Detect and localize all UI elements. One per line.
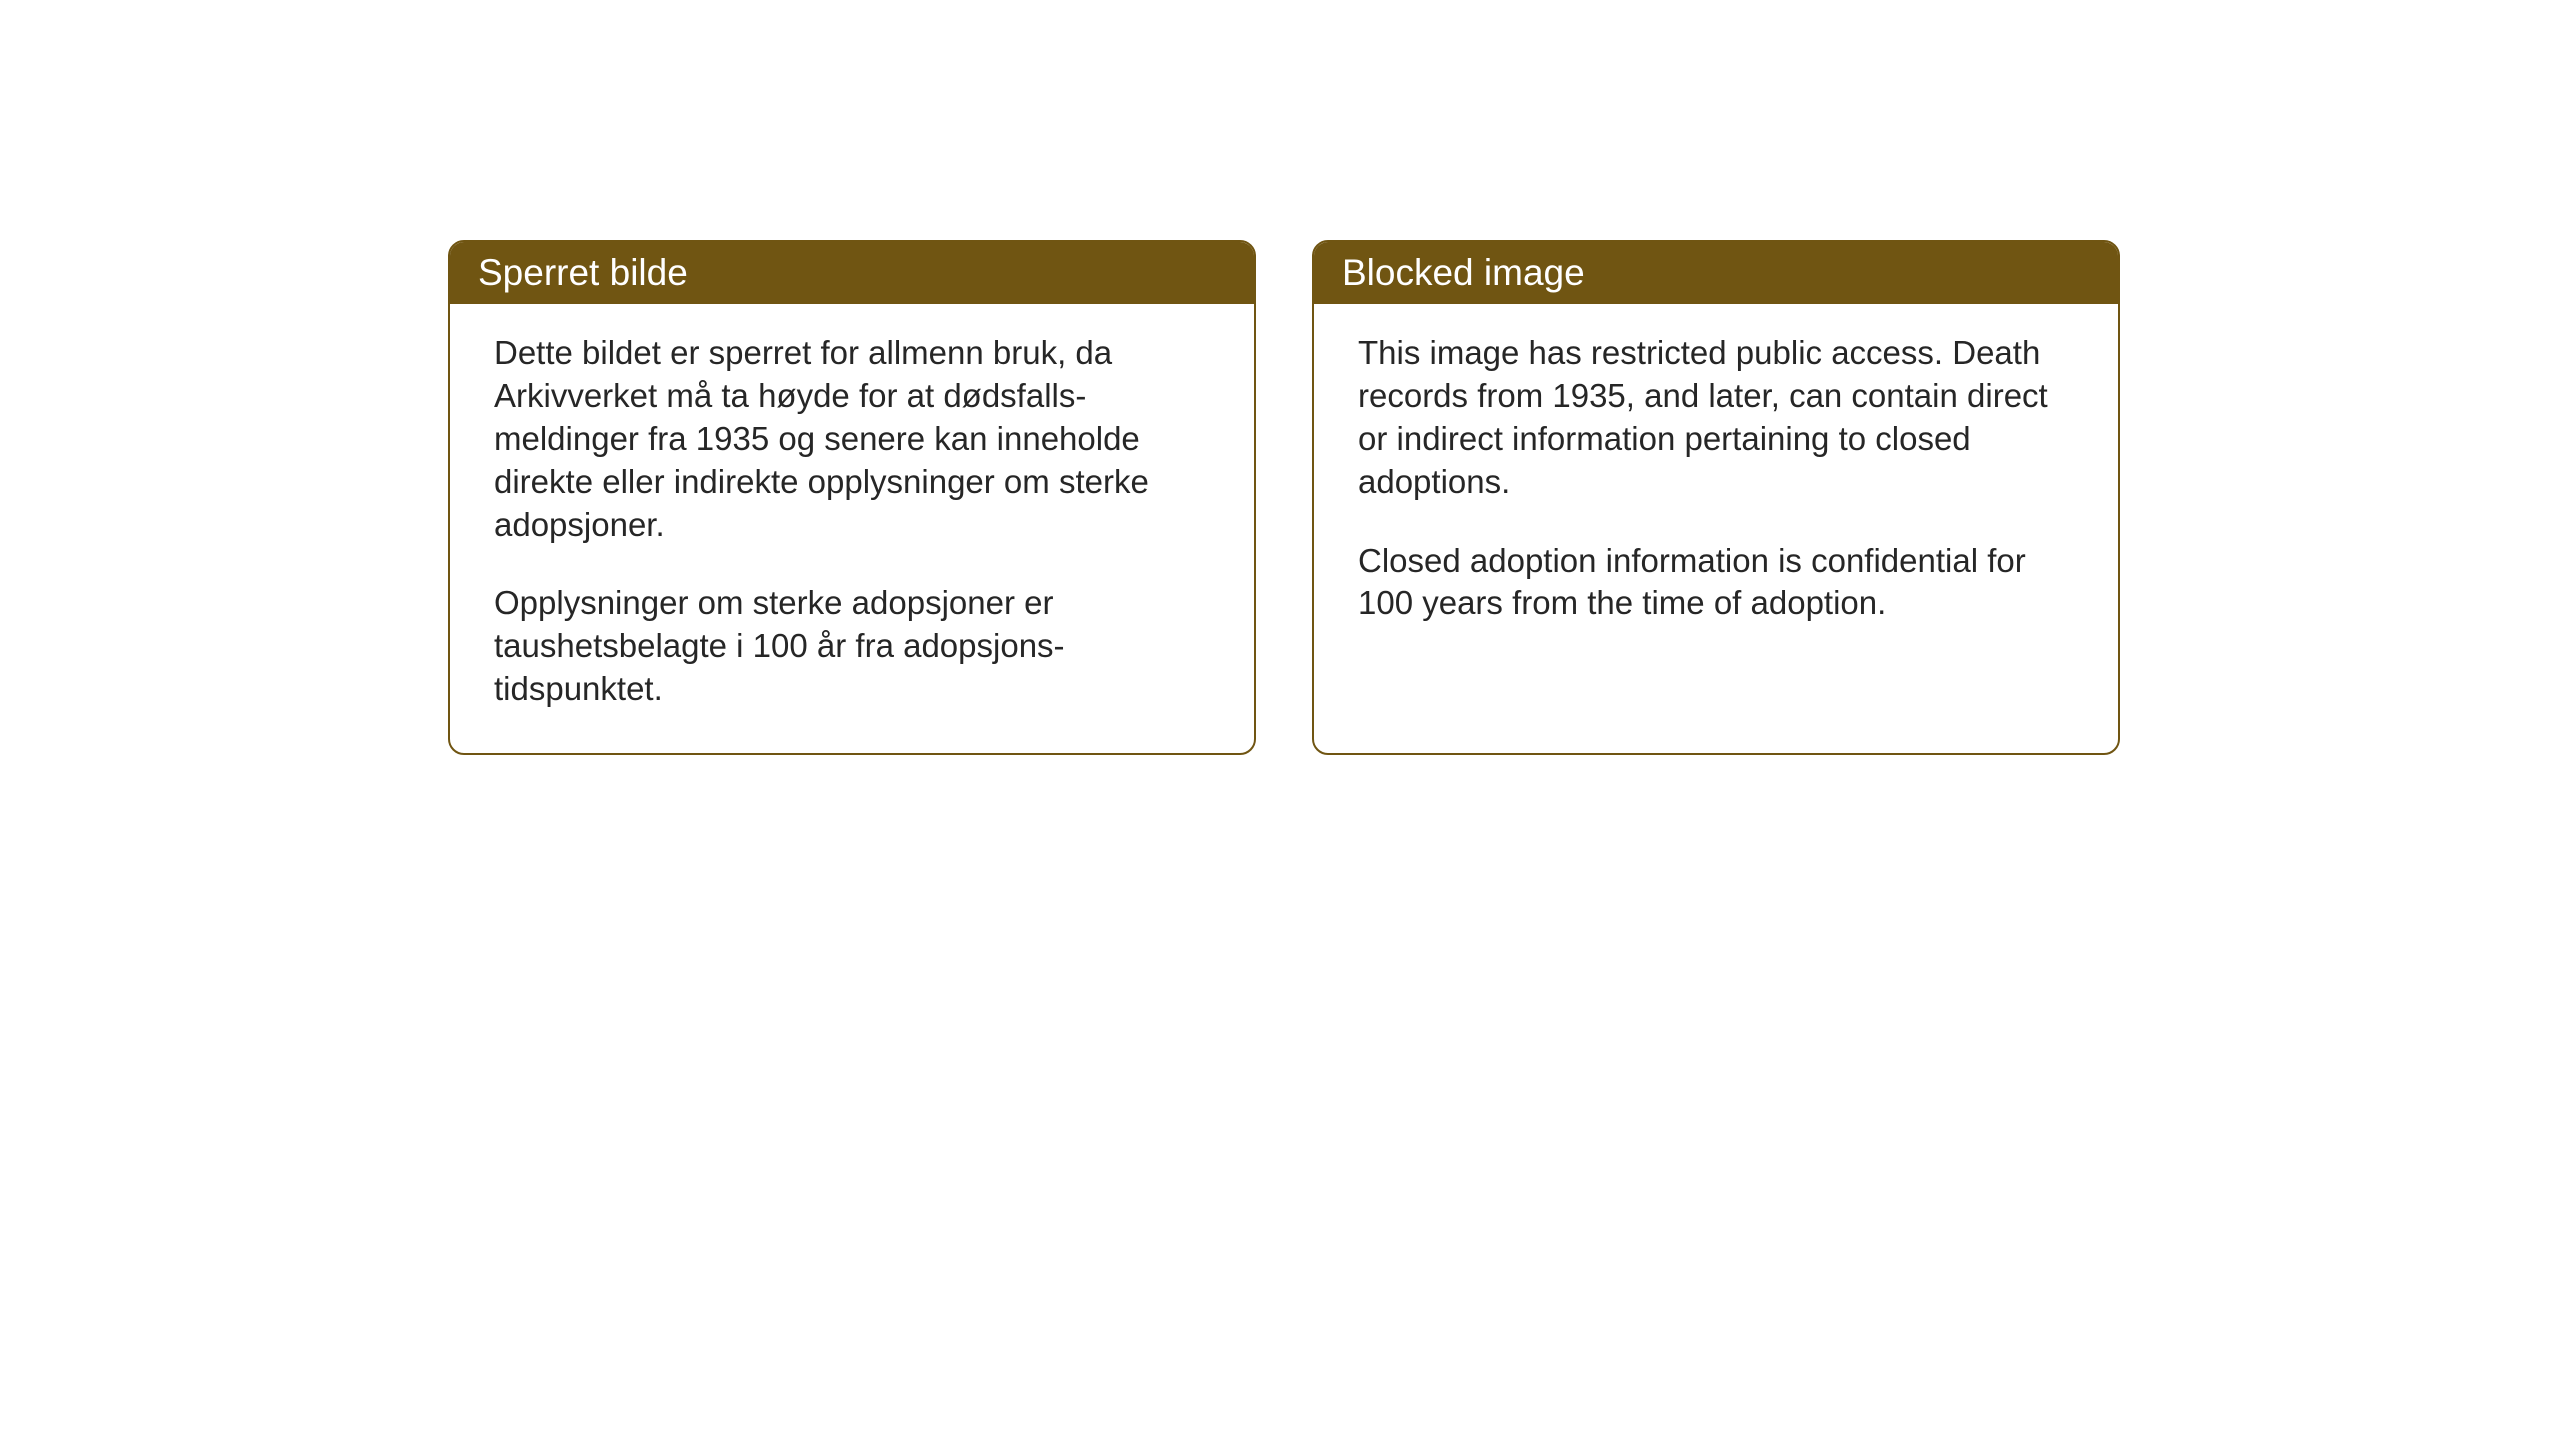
- notice-para2-english: Closed adoption information is confident…: [1358, 540, 2074, 626]
- notice-body-english: This image has restricted public access.…: [1314, 304, 2118, 667]
- notice-header-norwegian: Sperret bilde: [450, 242, 1254, 304]
- notice-container: Sperret bilde Dette bildet er sperret fo…: [448, 240, 2120, 755]
- notice-header-english: Blocked image: [1314, 242, 2118, 304]
- notice-box-english: Blocked image This image has restricted …: [1312, 240, 2120, 755]
- notice-body-norwegian: Dette bildet er sperret for allmenn bruk…: [450, 304, 1254, 753]
- notice-para1-norwegian: Dette bildet er sperret for allmenn bruk…: [494, 332, 1210, 546]
- notice-box-norwegian: Sperret bilde Dette bildet er sperret fo…: [448, 240, 1256, 755]
- notice-para2-norwegian: Opplysninger om sterke adopsjoner er tau…: [494, 582, 1210, 711]
- notice-para1-english: This image has restricted public access.…: [1358, 332, 2074, 504]
